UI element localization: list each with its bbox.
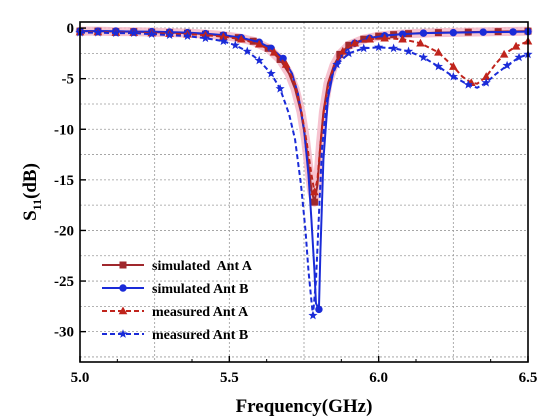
axis-ticks: 5.0 5.5 6.0 6.5 0 -5 -10 -15 -20 -25 -30 (54, 21, 537, 386)
series-3-marker (344, 48, 354, 58)
series-2-marker (511, 41, 521, 50)
series-2-marker (254, 39, 264, 48)
legend-item: simulated Ant B (102, 282, 248, 297)
series-2-marker (416, 38, 425, 47)
series-3-marker (463, 79, 473, 89)
series-1-line (80, 30, 529, 311)
series-3-marker (308, 310, 318, 320)
legend-label: simulated Ant B (152, 282, 248, 297)
series-3-marker (147, 29, 157, 39)
series-2-marker (449, 62, 458, 70)
series-1-marker (398, 30, 407, 38)
x-tick-label: 5.0 (71, 370, 90, 386)
y-axis-title-main: S (20, 210, 41, 221)
y-tick-label: -5 (62, 72, 75, 88)
series-3-marker (242, 46, 252, 56)
y-tick-label: -20 (54, 223, 74, 239)
series-3-marker (359, 43, 369, 53)
legend-item: measured Ant B (102, 328, 248, 343)
legend-swatch-marker (118, 329, 128, 338)
x-tick-label: 5.5 (220, 370, 239, 386)
x-tick-label: 6.0 (369, 370, 388, 386)
series-2-marker (350, 38, 360, 47)
y-tick-label: -30 (54, 325, 74, 341)
series-3-marker (275, 83, 285, 93)
series-2-marker (219, 32, 228, 40)
series-2-marker (499, 49, 509, 58)
series-2-marker (481, 72, 491, 80)
legend-swatch-marker (119, 261, 127, 269)
series-3-marker (182, 31, 193, 41)
series-3-marker (254, 55, 264, 65)
series-3-marker (481, 77, 491, 87)
series-3-marker (418, 52, 429, 62)
series-3-marker (165, 30, 175, 40)
series-3-marker (514, 52, 524, 62)
legend-item: simulated Ant A (102, 259, 253, 274)
series-3-markers (75, 27, 533, 320)
y-tick-label: -10 (54, 122, 74, 138)
legend-label: measured Ant B (152, 328, 248, 343)
plot-frame (79, 21, 529, 363)
series-2-marker (236, 34, 246, 43)
legend-label: simulated Ant A (152, 259, 253, 274)
y-axis-title: S11(dB) (20, 163, 44, 221)
series-2-marker (338, 46, 348, 55)
series-1-marker (479, 28, 487, 36)
series-layer (75, 26, 533, 320)
series-0-marker (345, 41, 353, 49)
series-1-marker (509, 28, 517, 36)
y-tick-label: -25 (54, 274, 74, 290)
series-2-marker (380, 33, 389, 42)
series-3-marker (218, 36, 228, 46)
series-3-marker (230, 40, 240, 50)
series-2-marker (269, 47, 279, 56)
series-2-marker (365, 34, 375, 43)
series-3-marker (200, 33, 211, 43)
series-0-marker (310, 198, 318, 206)
series-3-marker (266, 68, 276, 78)
series-2-marker (281, 60, 291, 68)
legend-item: measured Ant A (102, 305, 249, 320)
y-axis-title-subscript: 11 (30, 199, 44, 210)
series-2-marker (310, 187, 319, 196)
series-2-marker (398, 34, 407, 43)
legend-swatch-marker (118, 306, 128, 315)
x-axis-title: Frequency(GHz) (236, 396, 373, 417)
series-1-marker (279, 54, 287, 63)
legend-label: measured Ant A (152, 305, 249, 320)
series-3-marker (129, 28, 139, 38)
series-3-marker (403, 46, 414, 56)
series-1-marker (419, 29, 428, 37)
series-3-marker (502, 60, 512, 70)
series-1-marker (449, 28, 458, 37)
series-3-marker (389, 43, 399, 53)
y-tick-label: -15 (54, 173, 74, 189)
series-3-marker (448, 71, 458, 81)
series-1-marker (315, 305, 323, 314)
series-3-marker (332, 59, 342, 69)
series-3-marker (111, 28, 121, 38)
series-2-marker (434, 47, 443, 56)
x-tick-label: 6.5 (519, 370, 538, 386)
y-axis-title-unit: (dB) (20, 163, 41, 199)
series-3-marker (93, 27, 103, 37)
y-tick-label: 0 (67, 21, 75, 37)
legend-swatch-marker (119, 284, 127, 292)
legend: simulated Ant A simulated Ant B measured A… (102, 259, 253, 343)
series-3-marker (433, 61, 443, 71)
svg-text:S11(dB): S11(dB) (20, 163, 44, 221)
series-3-marker (374, 42, 384, 52)
